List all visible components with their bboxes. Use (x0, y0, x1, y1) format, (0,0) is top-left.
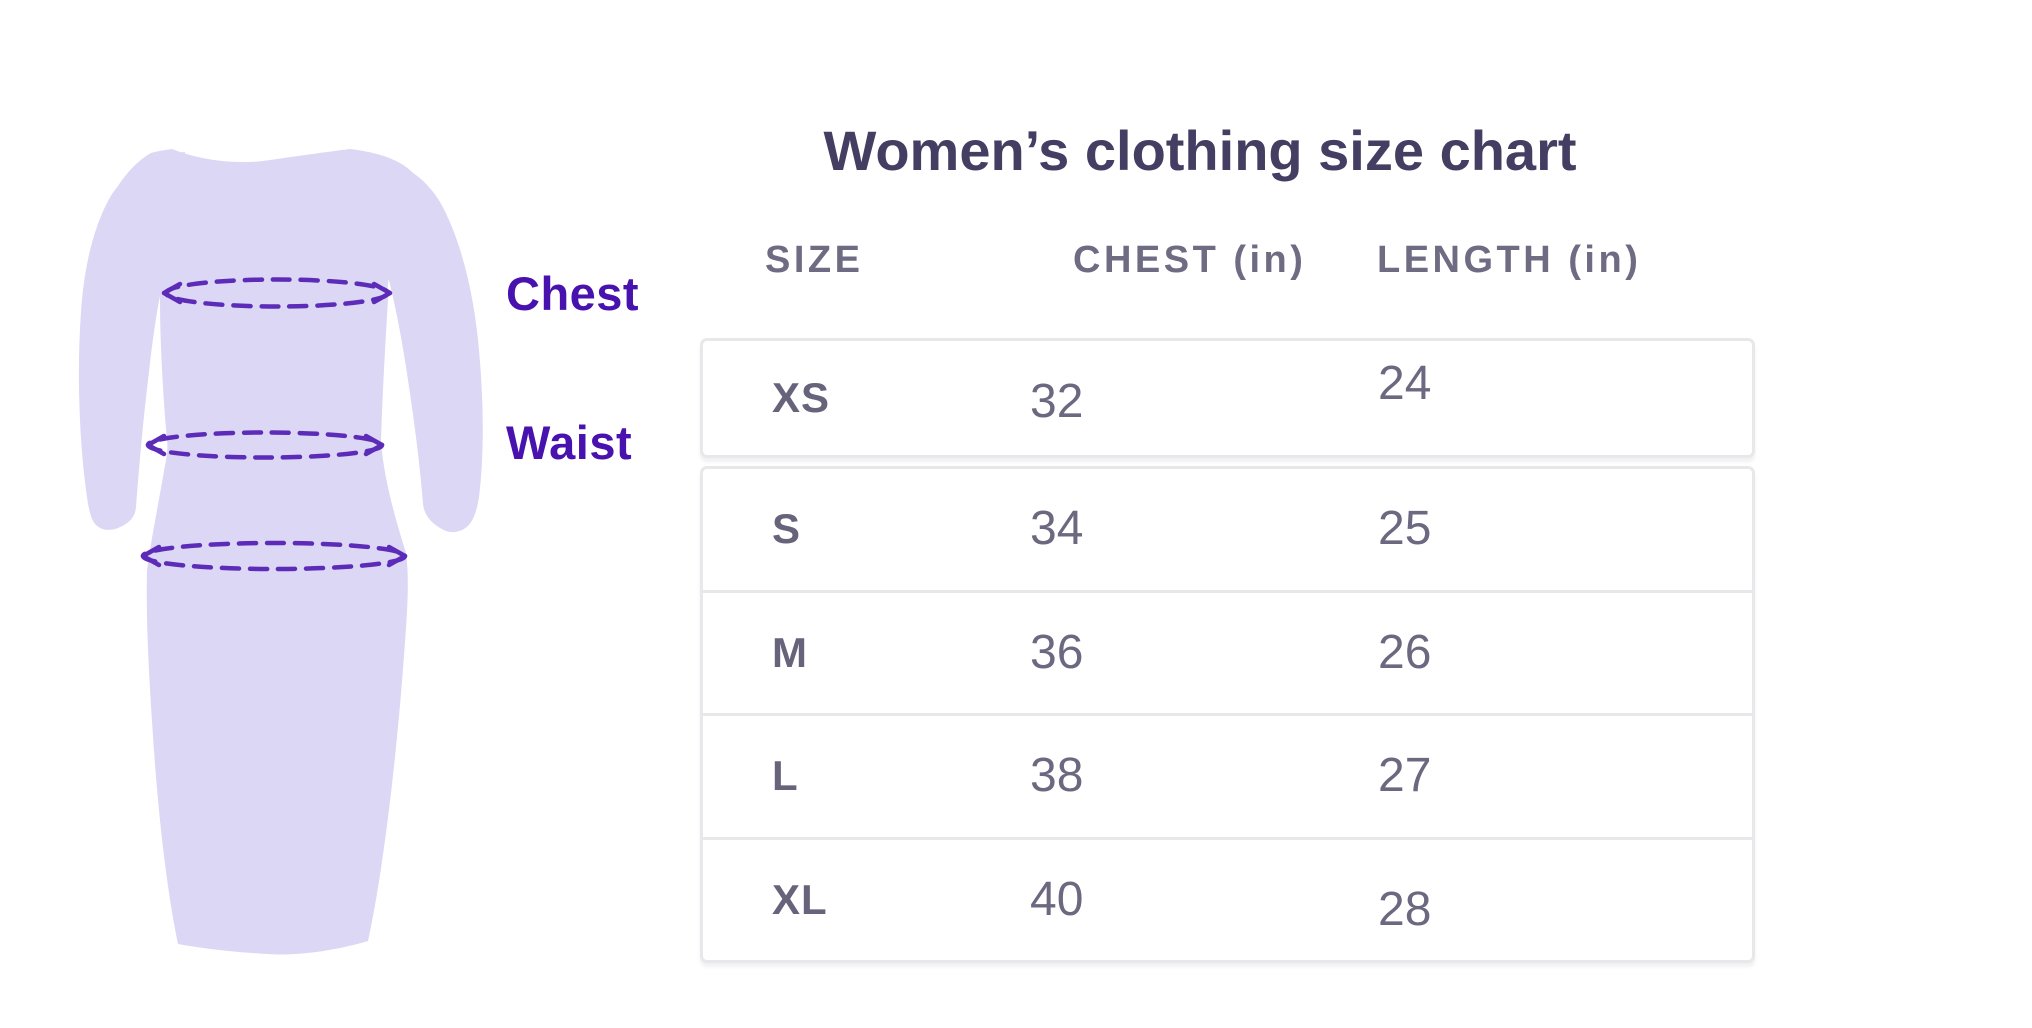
dress-right-sleeve (340, 150, 483, 533)
size-cell: L (772, 752, 799, 800)
length-cell: 27 (1378, 749, 1432, 803)
waist-measurement-ellipse-icon (145, 430, 385, 460)
chest-measurement-ellipse-icon (161, 277, 393, 309)
waist-label: Waist (506, 416, 633, 469)
table-row: XS 32 24 (703, 341, 1752, 455)
dress-illustration (78, 149, 483, 955)
column-header-chest: CHEST (in) (1073, 239, 1307, 281)
column-header-length: LENGTH (in) (1377, 239, 1642, 281)
length-cell: 25 (1378, 502, 1432, 556)
page-title: Women’s clothing size chart (823, 119, 1577, 182)
table-row: XL 40 28 (703, 836, 1752, 961)
length-cell: 24 (1378, 357, 1432, 410)
column-header-size: SIZE (765, 239, 864, 281)
length-cell: 26 (1378, 625, 1432, 679)
hip-measurement-ellipse-icon (140, 540, 408, 572)
table-row: S 34 25 (703, 469, 1752, 590)
size-cell: M (772, 628, 808, 676)
table-row: L 38 27 (703, 713, 1752, 837)
size-cell: XS (772, 374, 831, 421)
length-cell: 28 (1378, 882, 1432, 936)
size-table-card-rest: S 34 25 M 36 26 L 38 27 XL 40 28 (700, 466, 1755, 963)
chest-cell: 38 (1030, 749, 1084, 803)
table-row: M 36 26 (703, 589, 1752, 714)
chest-cell: 34 (1030, 502, 1084, 556)
chest-cell: 32 (1030, 375, 1084, 428)
chest-cell: 36 (1030, 625, 1084, 679)
size-cell: XL (772, 875, 828, 923)
size-cell: S (772, 505, 802, 553)
dress-body (112, 149, 430, 955)
chest-cell: 40 (1030, 872, 1084, 926)
chest-label: Chest (506, 267, 640, 320)
size-table-card-xs: XS 32 24 (700, 338, 1755, 458)
